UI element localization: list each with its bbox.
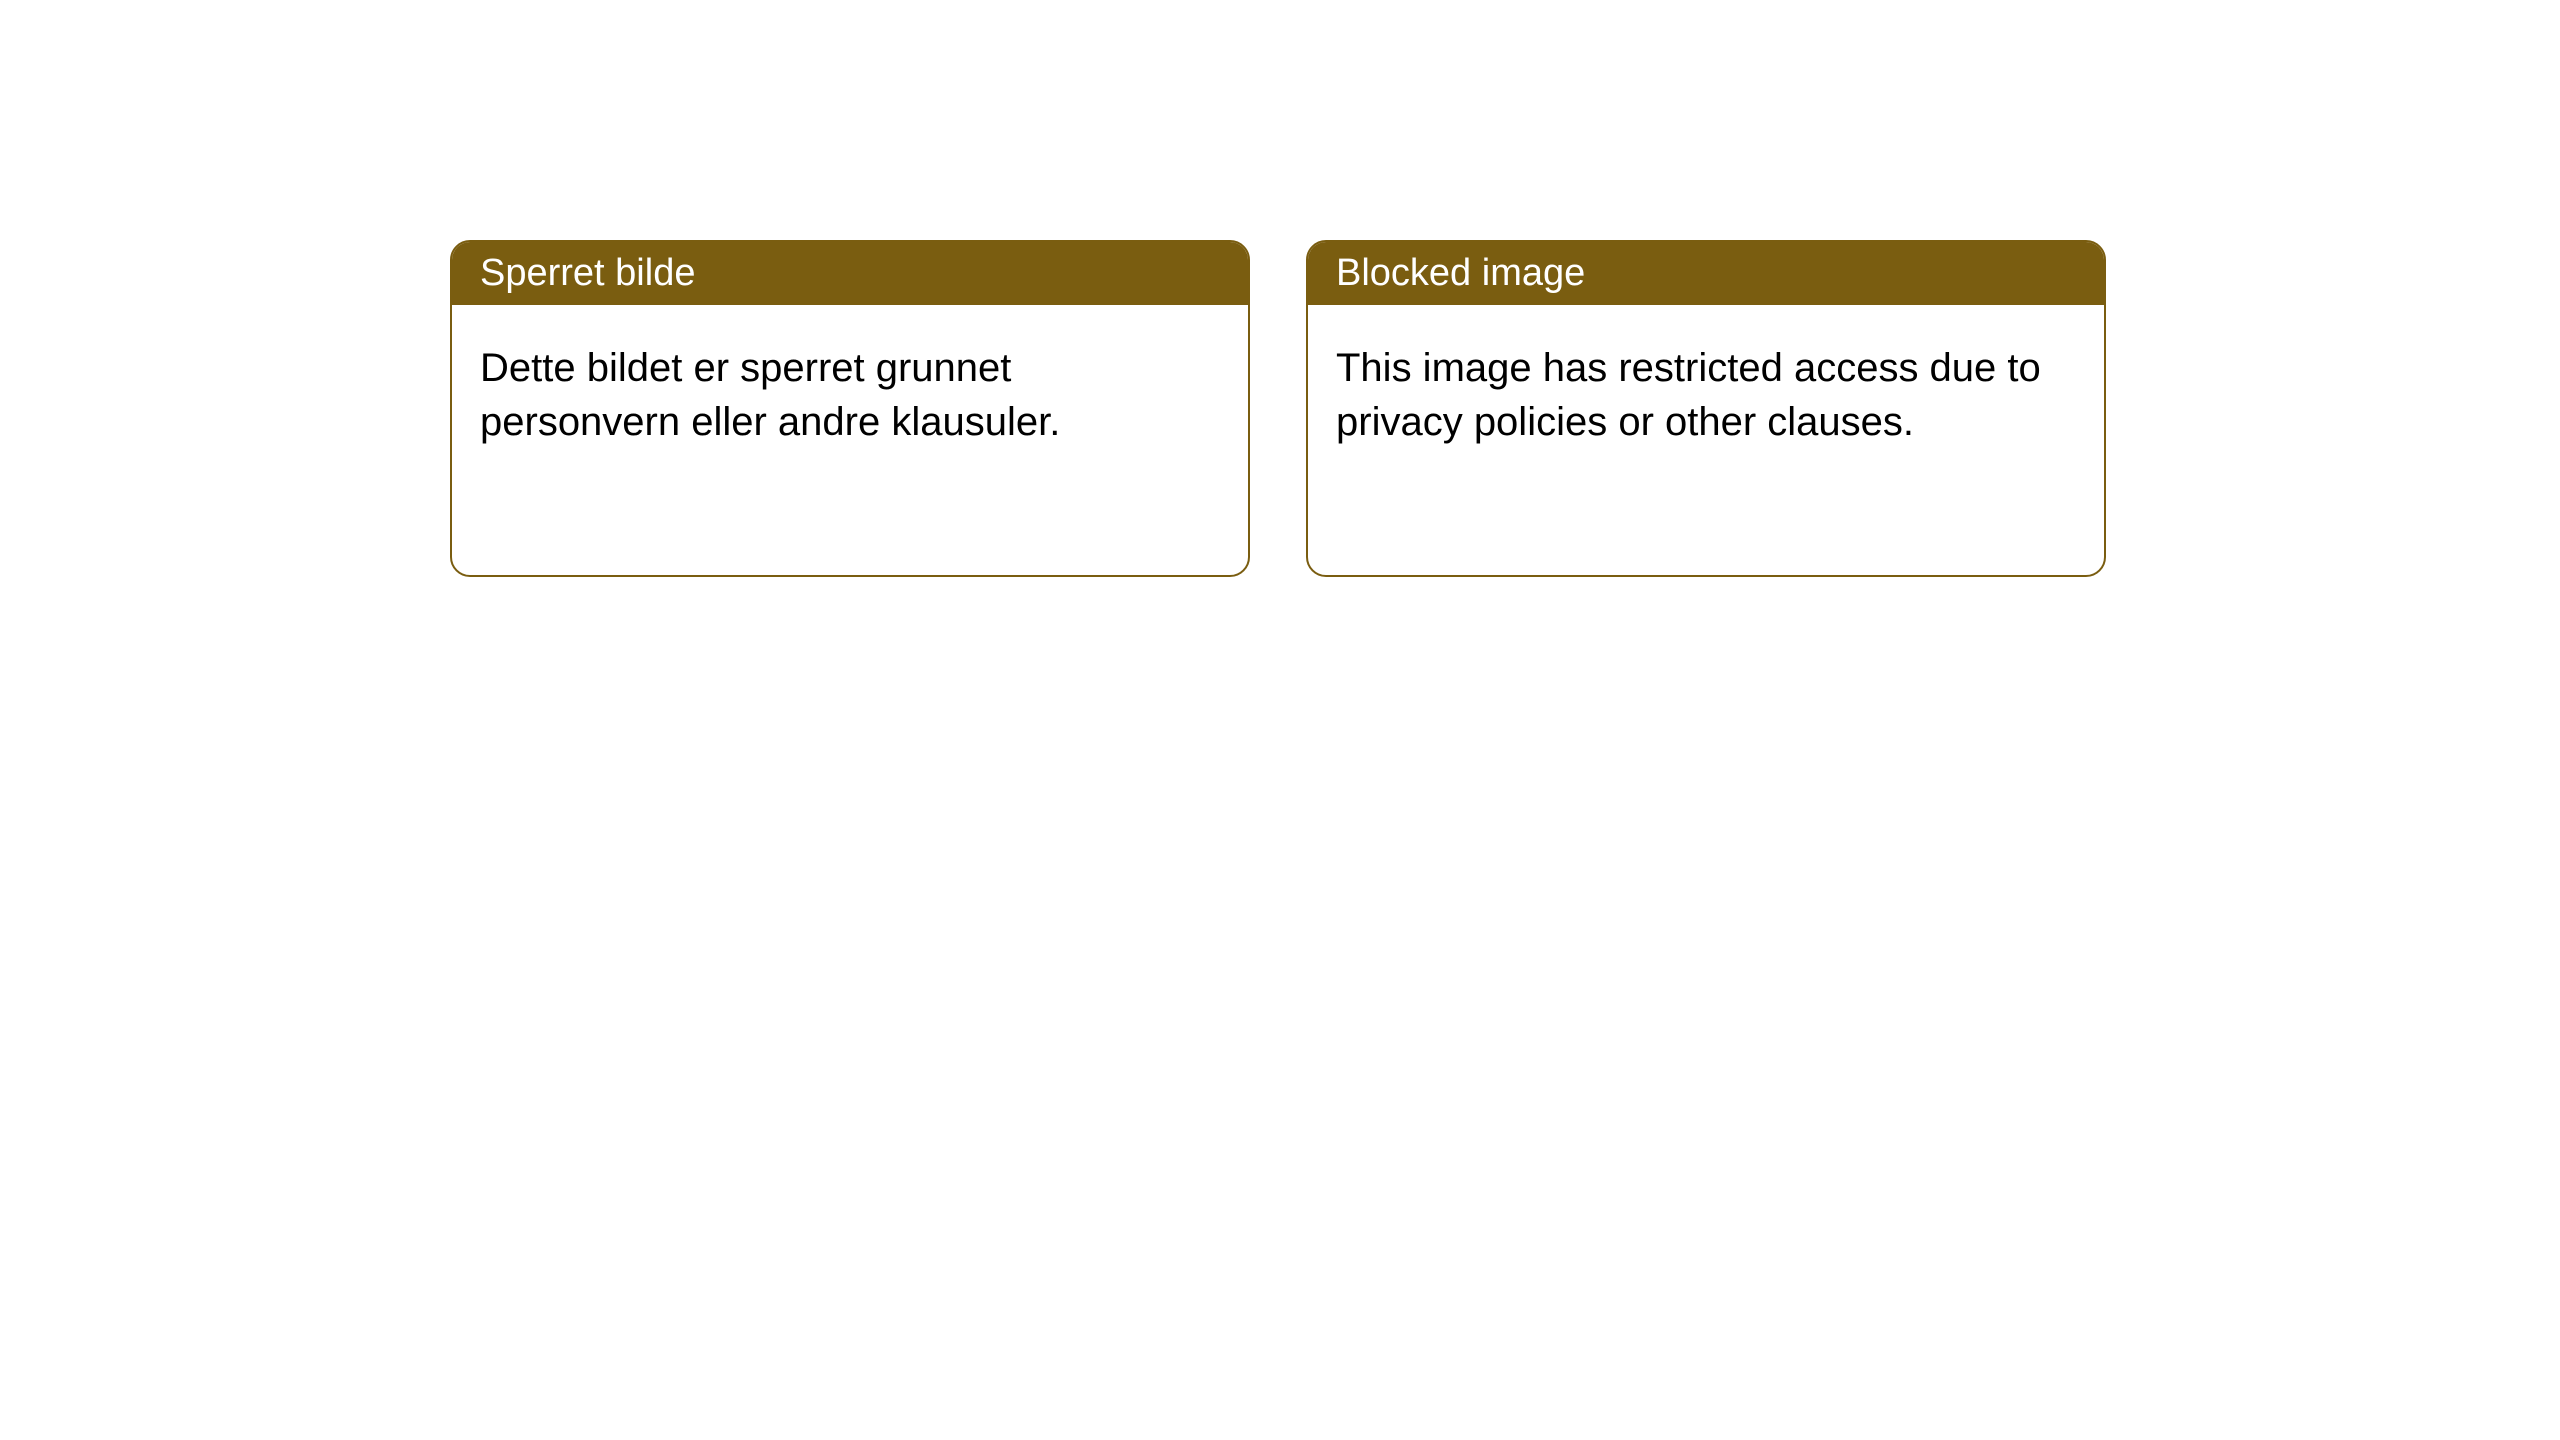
notice-card-norwegian: Sperret bilde Dette bildet er sperret gr… [450, 240, 1250, 577]
notice-body: Dette bildet er sperret grunnet personve… [452, 305, 1248, 575]
notice-container: Sperret bilde Dette bildet er sperret gr… [450, 240, 2106, 577]
notice-title: Blocked image [1308, 242, 2104, 305]
notice-card-english: Blocked image This image has restricted … [1306, 240, 2106, 577]
notice-body: This image has restricted access due to … [1308, 305, 2104, 575]
notice-title: Sperret bilde [452, 242, 1248, 305]
